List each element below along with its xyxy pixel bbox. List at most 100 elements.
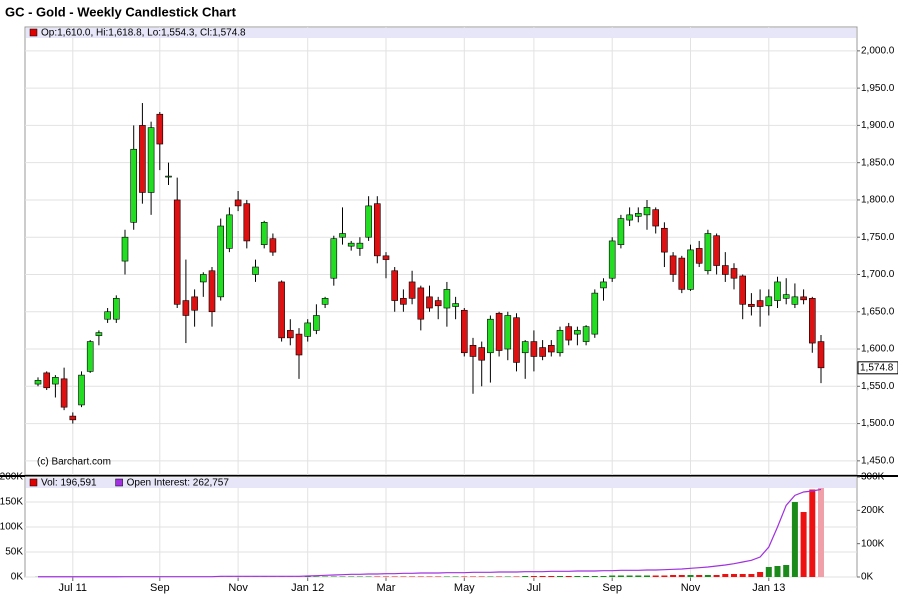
candle-body xyxy=(669,255,677,275)
volume-bar xyxy=(339,576,346,577)
volume-bar xyxy=(600,576,607,577)
y2-tick-label: 300K xyxy=(861,472,885,483)
candle-body xyxy=(600,281,607,289)
legend-bar xyxy=(26,28,856,38)
candle-body xyxy=(165,175,172,178)
candle-body xyxy=(417,287,425,320)
candle-body xyxy=(408,281,416,299)
candle-body xyxy=(104,311,111,320)
candle-body xyxy=(78,374,85,406)
candle-body xyxy=(591,292,599,335)
y-tick-label: 2,000.0 xyxy=(861,45,895,56)
candle-body xyxy=(800,296,807,301)
volume-bar xyxy=(435,576,442,577)
volume-bar xyxy=(470,576,476,577)
y2-tick-label: 200K xyxy=(861,505,885,516)
candle-body xyxy=(243,203,251,242)
candle-body xyxy=(617,218,625,245)
candle-body xyxy=(791,296,799,305)
legend-swatch xyxy=(29,478,38,487)
candle-body xyxy=(739,275,747,305)
candle-body xyxy=(147,127,155,193)
y-tick-label: 0K xyxy=(11,572,24,583)
candle-body xyxy=(234,199,242,207)
candle-body xyxy=(774,281,781,301)
candle-body xyxy=(217,225,224,298)
volume-bar xyxy=(513,576,520,577)
candle-body xyxy=(86,341,94,372)
candle-body xyxy=(487,318,494,354)
candle-body xyxy=(34,380,42,385)
candle-body xyxy=(43,372,51,389)
candle-body xyxy=(269,238,277,253)
volume-bar xyxy=(818,478,824,577)
volume-bar xyxy=(304,576,311,577)
candle-body xyxy=(382,255,390,260)
y-tick-label: 1,950.0 xyxy=(861,83,895,94)
volume-bar xyxy=(731,574,737,577)
volume-bar xyxy=(626,575,633,577)
candle-body xyxy=(756,300,764,307)
candle-body xyxy=(373,203,381,257)
y-tick-label: 200K xyxy=(0,472,23,483)
candle-body xyxy=(565,326,573,341)
volume-bar xyxy=(791,502,798,577)
x-tick-label: Sep xyxy=(150,582,170,594)
y-tick-label: 1,700.0 xyxy=(861,269,895,280)
legend-entry: Vol: 196,591 xyxy=(41,478,97,489)
volume-bar xyxy=(617,575,624,577)
volume-bar xyxy=(704,575,711,577)
candle-body xyxy=(252,266,259,275)
y-tick-label: 1,500.0 xyxy=(861,418,895,429)
candle-body xyxy=(539,347,546,357)
volume-bar xyxy=(530,576,537,577)
candle-body xyxy=(191,296,198,311)
candle-body xyxy=(208,270,216,313)
candle-body xyxy=(817,341,825,369)
volume-bar xyxy=(383,576,389,577)
candle-body xyxy=(678,257,686,290)
volume-bar xyxy=(461,576,468,577)
candle-body xyxy=(321,298,329,305)
candle-body xyxy=(60,378,68,408)
volume-bar xyxy=(356,576,363,577)
volume-bar xyxy=(374,576,381,577)
candle-body xyxy=(608,240,616,279)
candle-body xyxy=(626,214,633,221)
y2-tick-label: 100K xyxy=(861,538,885,549)
candle-body xyxy=(313,315,320,331)
candle-body xyxy=(52,377,59,385)
candle-body xyxy=(478,347,486,361)
volume-bar xyxy=(609,575,616,577)
volume-bar xyxy=(713,575,720,577)
volume-bar xyxy=(496,576,503,577)
candle-body xyxy=(156,113,164,145)
x-tick-label: Nov xyxy=(228,582,248,594)
candle-body xyxy=(765,296,773,307)
candle-body xyxy=(260,222,268,245)
volume-bar xyxy=(739,574,746,577)
candle-body xyxy=(113,298,120,320)
y-tick-label: 100K xyxy=(0,522,23,533)
candle-body xyxy=(443,289,451,309)
volume-bar xyxy=(348,576,355,577)
candle-body xyxy=(400,298,407,305)
candle-body xyxy=(782,294,790,299)
plot-area xyxy=(24,26,858,476)
x-tick-label: Mar xyxy=(377,582,396,594)
candle-body xyxy=(347,242,355,247)
candle-body xyxy=(286,330,294,339)
candle-body xyxy=(521,341,529,354)
candle-body xyxy=(547,344,555,353)
last-value-label: 1,574.8 xyxy=(860,362,894,373)
candle-body xyxy=(182,300,190,316)
volume-bar xyxy=(452,576,459,577)
candle-body xyxy=(426,296,433,309)
candle-body xyxy=(295,333,303,356)
volume-bar xyxy=(313,576,320,577)
candle-body xyxy=(748,303,755,307)
open-interest-line xyxy=(38,488,822,578)
volume-bar xyxy=(652,575,659,577)
candle-body xyxy=(730,268,738,279)
volume-bar xyxy=(644,575,650,577)
